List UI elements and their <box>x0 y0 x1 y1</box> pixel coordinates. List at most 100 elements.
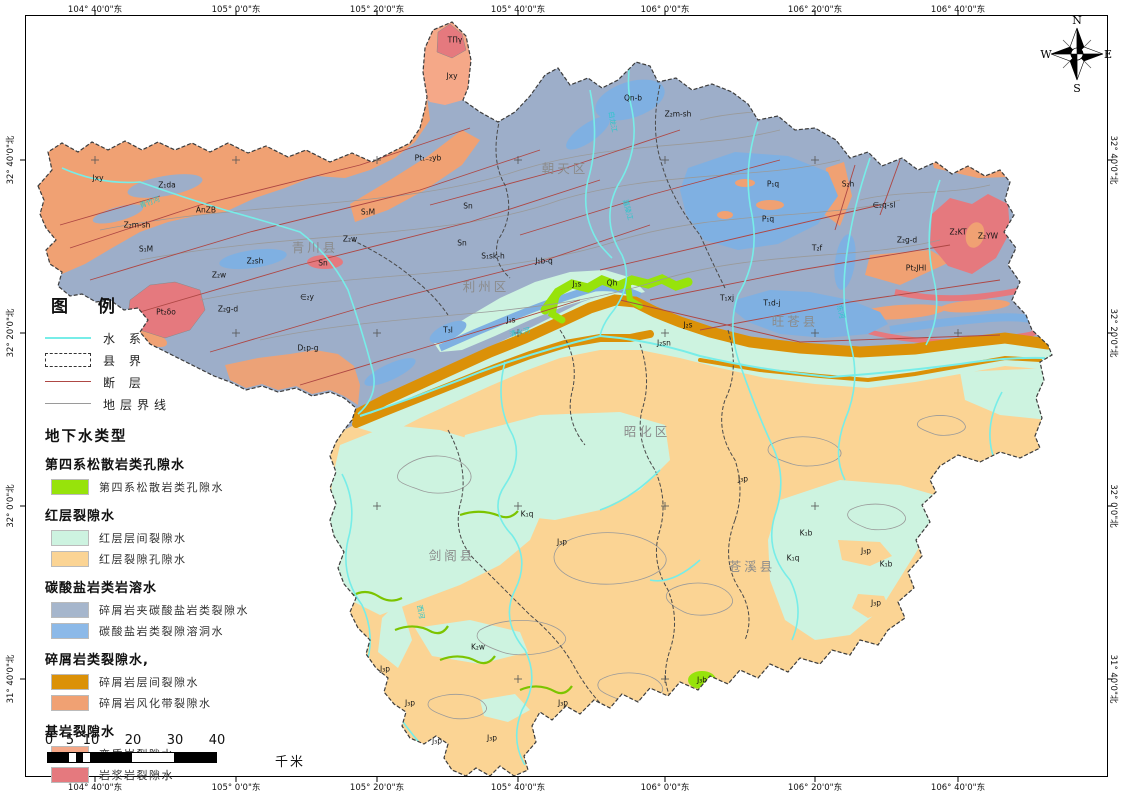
map-unit-label: J₃p <box>871 598 881 608</box>
map-unit-label: Z₂KT <box>949 227 967 237</box>
map-unit-label: P₁q <box>761 214 775 224</box>
map-unit-label: J₃p <box>558 698 568 708</box>
map-unit-label: Z₁da <box>158 180 176 190</box>
map-unit-label: J₃p <box>738 474 748 484</box>
legend-item-label: 县 界 <box>103 353 146 368</box>
legend-group-heading: 碎屑岩类裂隙水, <box>45 653 149 668</box>
county-name-label: 昭化区 <box>623 423 671 439</box>
legend-color-item: 岩浆岩裂隙水 <box>51 764 315 785</box>
map-unit-label: K₁q <box>786 553 800 563</box>
legend-color-item: 第四系松散岩类孔隙水 <box>51 476 315 497</box>
map-unit-label: Z₂sh <box>246 256 264 266</box>
fault-lines <box>59 127 1001 386</box>
legend-color-item-label: 碎屑岩夹碳酸盐岩类裂隙水 <box>99 603 249 617</box>
axis-label-bottom: 106° 0'0"东 <box>640 783 690 793</box>
axis-label-top: 106° 0'0"东 <box>640 5 690 15</box>
axis-label-right: 31° 40'0"北 <box>1108 654 1118 704</box>
graticule-crosses <box>91 156 962 683</box>
legend-group-heading: 碳酸盐岩类岩溶水 <box>45 581 158 596</box>
axis-label-top: 105° 40'0"东 <box>490 5 546 15</box>
axis-label-top: 104° 40'0"东 <box>67 5 123 15</box>
map-unit-label: Sn <box>318 258 328 268</box>
map-unit-label: J₃p <box>405 698 415 708</box>
county-name-label: 朝天区 <box>541 160 589 176</box>
legend-group-heading: 红层裂隙水 <box>45 509 116 524</box>
color-swatch <box>51 478 89 495</box>
river-name-label: 西河 <box>415 604 426 620</box>
map-unit-label: K₂w <box>470 642 486 652</box>
map-unit-label: Z₂g-d <box>217 304 239 314</box>
county-name-label: 旺苍县 <box>771 313 819 329</box>
compass-w-label: W <box>1040 48 1052 61</box>
map-unit-label: Z₂g-d <box>896 235 918 245</box>
map-unit-label: J₂s <box>683 320 693 330</box>
scale-number: 20 <box>124 733 142 748</box>
axis-label-top: 105° 20'0"东 <box>349 5 405 15</box>
map-unit-label: ∈₂y <box>300 292 314 302</box>
map-unit-label: Pt₁₋₂yb <box>414 153 442 163</box>
map-unit-label: Z₂m-sh <box>123 220 151 230</box>
county-name-label: 剑阁县 <box>428 547 476 563</box>
map-unit-label: Qh <box>606 278 618 288</box>
map-unit-label: K₁q <box>520 509 534 519</box>
map-unit-label: D₁p-g <box>297 343 319 353</box>
map-unit-label: Qn-b <box>623 93 643 103</box>
scale-number: 10 <box>82 733 100 748</box>
map-unit-label: TΠγ <box>447 35 463 45</box>
legend-group-heading: 基岩裂隙水 <box>45 725 116 740</box>
river-swatch-icon <box>45 331 91 345</box>
axis-label-right: 32° 20'0"北 <box>1108 308 1118 358</box>
legend-title: 图 例 <box>51 297 127 317</box>
legend-item-label: 水 系 <box>103 331 146 346</box>
scale-bar: 0 5 10 20 30 40 千米 <box>45 733 307 773</box>
map-unit-label: T₃l <box>443 325 453 335</box>
map-unit-label: S₁sk-h <box>481 251 505 261</box>
legend-panel: 图 例 水 系县 界断 层地层界线 地下水类型 第四系松散岩类孔隙水 第四系松散岩… <box>45 292 315 785</box>
map-unit-label: S₂h <box>841 179 855 189</box>
scale-bar-graphic <box>47 752 217 763</box>
axis-label-bottom: 105° 0'0"东 <box>211 783 261 793</box>
map-unit-label: J₁b-q <box>535 256 553 266</box>
axis-label-left: 32° 20'0"北 <box>6 308 16 358</box>
legend-item-county: 县 界 <box>45 349 315 371</box>
county-swatch-icon <box>45 353 91 367</box>
map-unit-label: J₃p <box>380 664 390 674</box>
county-name-label: 苍溪县 <box>728 558 776 574</box>
map-unit-label: T₁d-j <box>763 298 781 308</box>
map-unit-label: ∈₂q-sl <box>872 200 896 210</box>
scale-number: 30 <box>166 733 184 748</box>
map-unit-label: K₁b <box>799 528 813 538</box>
legend-item-strata: 地层界线 <box>45 393 315 415</box>
map-unit-label: Sn <box>463 201 473 211</box>
region-outline <box>37 21 1053 777</box>
color-swatch <box>51 766 89 783</box>
legend-color-item-label: 碎屑岩风化带裂隙水 <box>99 696 212 710</box>
map-unit-label: Pt₂JHl <box>905 263 927 273</box>
legend-group-heading: 第四系松散岩类孔隙水 <box>45 458 186 473</box>
axis-label-left: 32° 40'0"北 <box>6 135 16 185</box>
compass-e-label: E <box>1104 48 1112 61</box>
axis-label-bottom: 106° 20'0"东 <box>787 783 843 793</box>
map-unit-label: T₁xj <box>719 293 735 303</box>
compass-rose: N E S W <box>1040 14 1112 95</box>
legend-color-item: 碳酸盐岩类裂隙溶洞水 <box>51 620 315 641</box>
legend-item-fault: 断 层 <box>45 371 315 393</box>
map-unit-label: Sn <box>457 238 467 248</box>
map-unit-label: Z₂w <box>211 270 227 280</box>
map-unit-label: J₂sn <box>657 338 671 348</box>
legend-item-river: 水 系 <box>45 327 315 349</box>
map-unit-label: J₁s <box>572 279 582 289</box>
color-swatch <box>51 550 89 567</box>
legend-line-items: 水 系县 界断 层地层界线 <box>45 327 315 415</box>
axis-label-left: 32° 0'0"北 <box>6 484 16 528</box>
axis-label-top: 105° 0'0"东 <box>211 5 261 15</box>
legend-color-item: 红层层间裂隙水 <box>51 527 315 548</box>
axis-label-bottom: 105° 20'0"东 <box>349 783 405 793</box>
legend-groups: 第四系松散岩类孔隙水 第四系松散岩类孔隙水 红层裂隙水 红层层间裂隙水 红层裂隙孔隙水碳… <box>45 454 315 785</box>
map-unit-label: J₃p <box>557 537 567 547</box>
map-unit-label: Pt₂δo <box>156 307 176 317</box>
frame-ticks <box>20 10 1113 782</box>
scale-number: 40 <box>208 733 226 748</box>
